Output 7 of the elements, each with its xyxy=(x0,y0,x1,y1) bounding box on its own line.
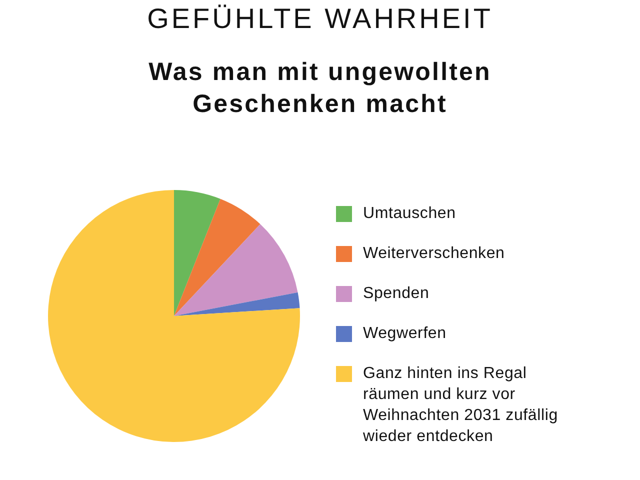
legend-label: Ganz hinten ins Regal räumen und kurz vor Weihnachten 2031 zufällig wieder entdecken xyxy=(363,364,559,447)
chart-title: GEFÜHLTE WAHRHEIT xyxy=(146,2,494,36)
legend-label: Wegwerfen xyxy=(363,324,446,344)
legend-label: Umtauschen xyxy=(363,204,456,224)
chart-subtitle: Was man mit ungewollten Geschenken macht xyxy=(148,57,492,120)
legend-label: Spenden xyxy=(363,284,430,304)
legend-label: Weiterverschenken xyxy=(363,244,505,264)
